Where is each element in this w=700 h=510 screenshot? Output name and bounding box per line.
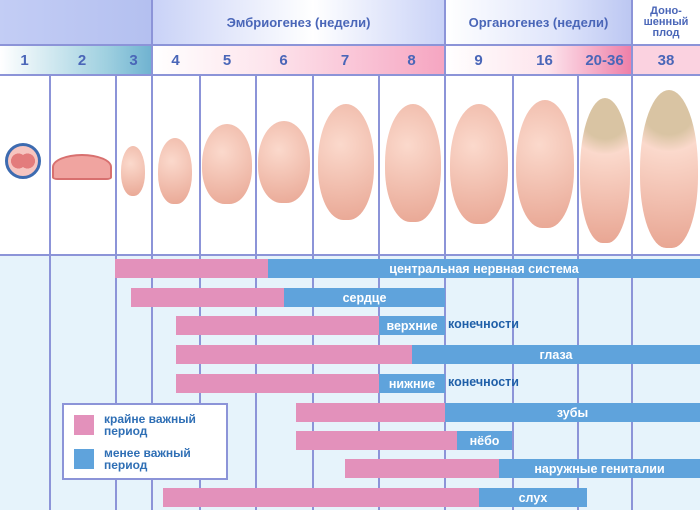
weeks-bg-embryo: [152, 46, 445, 74]
critical-segment: [296, 403, 445, 422]
organ-label-suffix: конечности: [448, 317, 519, 331]
critical-segment: [176, 316, 379, 335]
fetus-week38-icon: [640, 90, 698, 248]
weeks-bg-germinal: [0, 46, 152, 74]
week-label: 9: [474, 51, 483, 69]
week-label: 4: [171, 51, 180, 69]
critical-segment: [176, 374, 379, 393]
grid-line: [444, 0, 446, 510]
zygote-icon: [5, 143, 41, 179]
week-label: 5: [222, 51, 232, 69]
grid-line: [512, 76, 514, 510]
less-segment: глаза: [412, 345, 700, 364]
organ-label: верхние: [386, 318, 438, 333]
critical-segment: [131, 288, 284, 307]
week-label: 6: [279, 51, 288, 69]
less-segment: зубы: [445, 403, 700, 422]
grid-line: [151, 0, 153, 510]
weeks-row: 1 2 3 4 5 6 7 8 9 16 20-36 38: [0, 46, 700, 76]
organ-label: слух: [518, 490, 548, 505]
grid-line: [115, 76, 117, 510]
less-segment: нёбо: [457, 431, 512, 450]
fetus-week16-icon: [516, 100, 574, 228]
organ-label-suffix: конечности: [448, 375, 519, 389]
weeks-bg-organ: [445, 46, 632, 74]
legend-item-critical: крайне важный период: [74, 413, 196, 437]
bar-cns: центральная нервная система: [115, 259, 700, 278]
grid-line: [49, 76, 51, 510]
legend-label: менее важный период: [104, 446, 191, 472]
week-label: 38: [657, 51, 675, 69]
critical-segment: [115, 259, 268, 278]
less-segment: слух: [479, 488, 587, 507]
embryo-week6-icon: [258, 121, 310, 203]
bar-heart: сердце: [131, 288, 445, 307]
embryo-week3-icon: [121, 146, 145, 196]
critical-segment: [163, 488, 479, 507]
phase-full-term: Доно- шенный плод: [632, 0, 700, 44]
bar-palate: нёбо: [296, 431, 512, 450]
phase-embryogenesis: Эмбриогенез (недели): [152, 0, 445, 44]
less-segment: центральная нервная система: [268, 259, 700, 278]
organ-label: зубы: [556, 405, 589, 420]
week-label: 7: [340, 51, 350, 69]
bar-external-genitalia: наружные гениталии: [345, 459, 700, 478]
less-segment: наружные гениталии: [499, 459, 700, 478]
weeks-bg-term: [632, 46, 700, 74]
week-label: 20-36: [585, 51, 624, 69]
organ-label: глаза: [539, 347, 573, 362]
week-label: 16: [536, 51, 553, 69]
phase-organogenesis: Органогенез (недели): [445, 0, 632, 44]
bar-lower-limbs: нижние: [176, 374, 445, 393]
fetus-week8-icon: [385, 104, 441, 222]
less-segment: нижние: [379, 374, 445, 393]
bar-upper-limbs: верхние: [176, 316, 445, 335]
embryo-week5-icon: [202, 124, 252, 204]
critical-swatch: [74, 415, 94, 435]
organ-label: нижние: [388, 376, 436, 391]
fetus-week20-36-icon: [580, 98, 630, 243]
organ-label: нёбо: [469, 433, 500, 448]
grid-line: [577, 76, 579, 510]
bar-eyes: глаза: [176, 345, 700, 364]
legend-item-less: менее важный период: [74, 447, 191, 471]
critical-segment: [296, 431, 457, 450]
embryo-week4-icon: [158, 138, 192, 204]
less-segment: сердце: [284, 288, 445, 307]
critical-segment: [345, 459, 499, 478]
critical-segment: [176, 345, 412, 364]
blastocyst-icon: [52, 154, 112, 180]
legend-label: крайне важный период: [104, 412, 196, 438]
phase-cell-blank: [0, 0, 152, 44]
organ-label: сердце: [342, 290, 387, 305]
bar-teeth: зубы: [296, 403, 700, 422]
bar-hearing: слух: [163, 488, 587, 507]
header-phase-row: Эмбриогенез (недели) Органогенез (недели…: [0, 0, 700, 46]
embryo-week7-icon: [318, 104, 374, 220]
week-label: 2: [77, 51, 87, 69]
organ-label: центральная нервная система: [389, 261, 579, 276]
less-swatch: [74, 449, 94, 469]
week-label: 1: [20, 51, 29, 69]
grid-line: [631, 0, 633, 510]
fetus-week9-icon: [450, 104, 508, 224]
week-label: 8: [407, 51, 416, 69]
legend: крайне важный период менее важный период: [62, 403, 228, 480]
organ-label: наружные гениталии: [534, 461, 665, 476]
less-segment: верхние: [379, 316, 445, 335]
embryo-images-row: [0, 76, 700, 256]
week-label: 3: [129, 51, 138, 69]
